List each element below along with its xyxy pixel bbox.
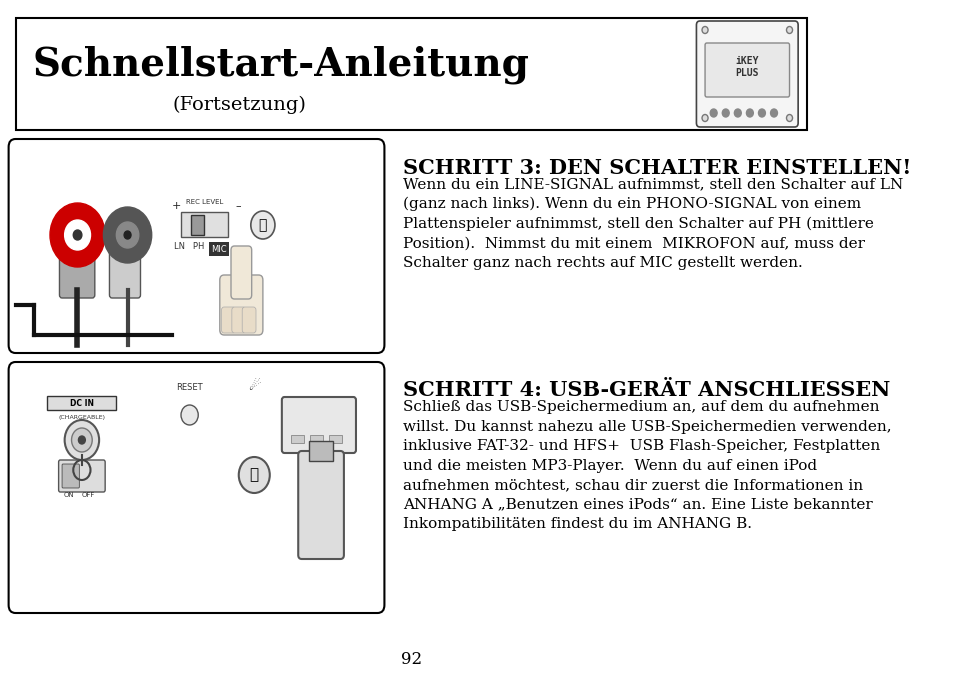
FancyBboxPatch shape <box>310 435 323 443</box>
FancyBboxPatch shape <box>110 242 140 298</box>
Circle shape <box>251 211 274 239</box>
FancyBboxPatch shape <box>48 396 116 410</box>
FancyBboxPatch shape <box>9 139 384 353</box>
FancyBboxPatch shape <box>242 307 255 333</box>
Circle shape <box>785 27 792 34</box>
Circle shape <box>103 207 152 263</box>
Text: MIC: MIC <box>211 245 227 253</box>
Circle shape <box>701 114 707 121</box>
Circle shape <box>785 114 792 121</box>
Text: RESET: RESET <box>176 383 203 392</box>
Text: DC IN: DC IN <box>70 399 93 408</box>
Text: iKEY
PLUS: iKEY PLUS <box>735 56 759 78</box>
Circle shape <box>78 436 85 444</box>
Text: Schließ das USB-Speichermedium an, auf dem du aufnehmen
willst. Du kannst nahezu: Schließ das USB-Speichermedium an, auf d… <box>403 400 891 531</box>
FancyBboxPatch shape <box>291 435 304 443</box>
FancyBboxPatch shape <box>704 43 789 97</box>
Circle shape <box>50 203 105 267</box>
Text: (CHARGEABLE): (CHARGEABLE) <box>58 414 105 419</box>
FancyBboxPatch shape <box>329 435 342 443</box>
FancyBboxPatch shape <box>231 246 252 299</box>
FancyBboxPatch shape <box>219 275 263 335</box>
Circle shape <box>709 109 717 117</box>
FancyBboxPatch shape <box>298 451 343 559</box>
Text: LN   PH: LN PH <box>174 242 205 251</box>
Circle shape <box>65 420 99 460</box>
Text: SCHRITT 4: USB-GERÄT ANSCHLIESSEN: SCHRITT 4: USB-GERÄT ANSCHLIESSEN <box>403 380 890 400</box>
Circle shape <box>181 405 198 425</box>
Circle shape <box>71 428 92 452</box>
Circle shape <box>734 109 740 117</box>
Text: OFF: OFF <box>82 492 95 498</box>
FancyBboxPatch shape <box>309 441 333 461</box>
FancyBboxPatch shape <box>281 397 355 453</box>
Circle shape <box>721 109 728 117</box>
Text: SCHRITT 3: DEN SCHALTER EINSTELLEN!: SCHRITT 3: DEN SCHALTER EINSTELLEN! <box>403 158 911 178</box>
Text: (Fortsetzung): (Fortsetzung) <box>172 96 306 114</box>
Circle shape <box>116 222 138 248</box>
FancyBboxPatch shape <box>696 21 798 127</box>
FancyBboxPatch shape <box>232 307 245 333</box>
Text: REC LEVEL: REC LEVEL <box>186 199 223 205</box>
Circle shape <box>770 109 777 117</box>
Circle shape <box>73 230 82 240</box>
Text: Schnellstart-Anleitung: Schnellstart-Anleitung <box>32 46 529 84</box>
FancyBboxPatch shape <box>59 242 94 298</box>
Text: ON: ON <box>64 492 74 498</box>
Text: –: – <box>234 201 240 211</box>
Text: 92: 92 <box>400 651 421 669</box>
Text: 🎤: 🎤 <box>258 218 267 232</box>
Circle shape <box>758 109 764 117</box>
FancyBboxPatch shape <box>58 460 105 492</box>
Text: ☄: ☄ <box>248 379 260 393</box>
FancyBboxPatch shape <box>9 362 384 613</box>
Circle shape <box>65 220 91 250</box>
FancyBboxPatch shape <box>192 215 204 235</box>
Circle shape <box>238 457 270 493</box>
Circle shape <box>745 109 753 117</box>
Circle shape <box>124 231 131 239</box>
Text: 🎧: 🎧 <box>250 467 258 482</box>
FancyBboxPatch shape <box>15 18 806 130</box>
FancyBboxPatch shape <box>62 464 79 488</box>
FancyBboxPatch shape <box>181 212 228 237</box>
Circle shape <box>701 27 707 34</box>
Text: Wenn du ein LINE-SIGNAL aufnimmst, stell den Schalter auf LN
(ganz nach links). : Wenn du ein LINE-SIGNAL aufnimmst, stell… <box>403 177 902 270</box>
Text: +: + <box>172 201 181 211</box>
FancyBboxPatch shape <box>221 307 235 333</box>
